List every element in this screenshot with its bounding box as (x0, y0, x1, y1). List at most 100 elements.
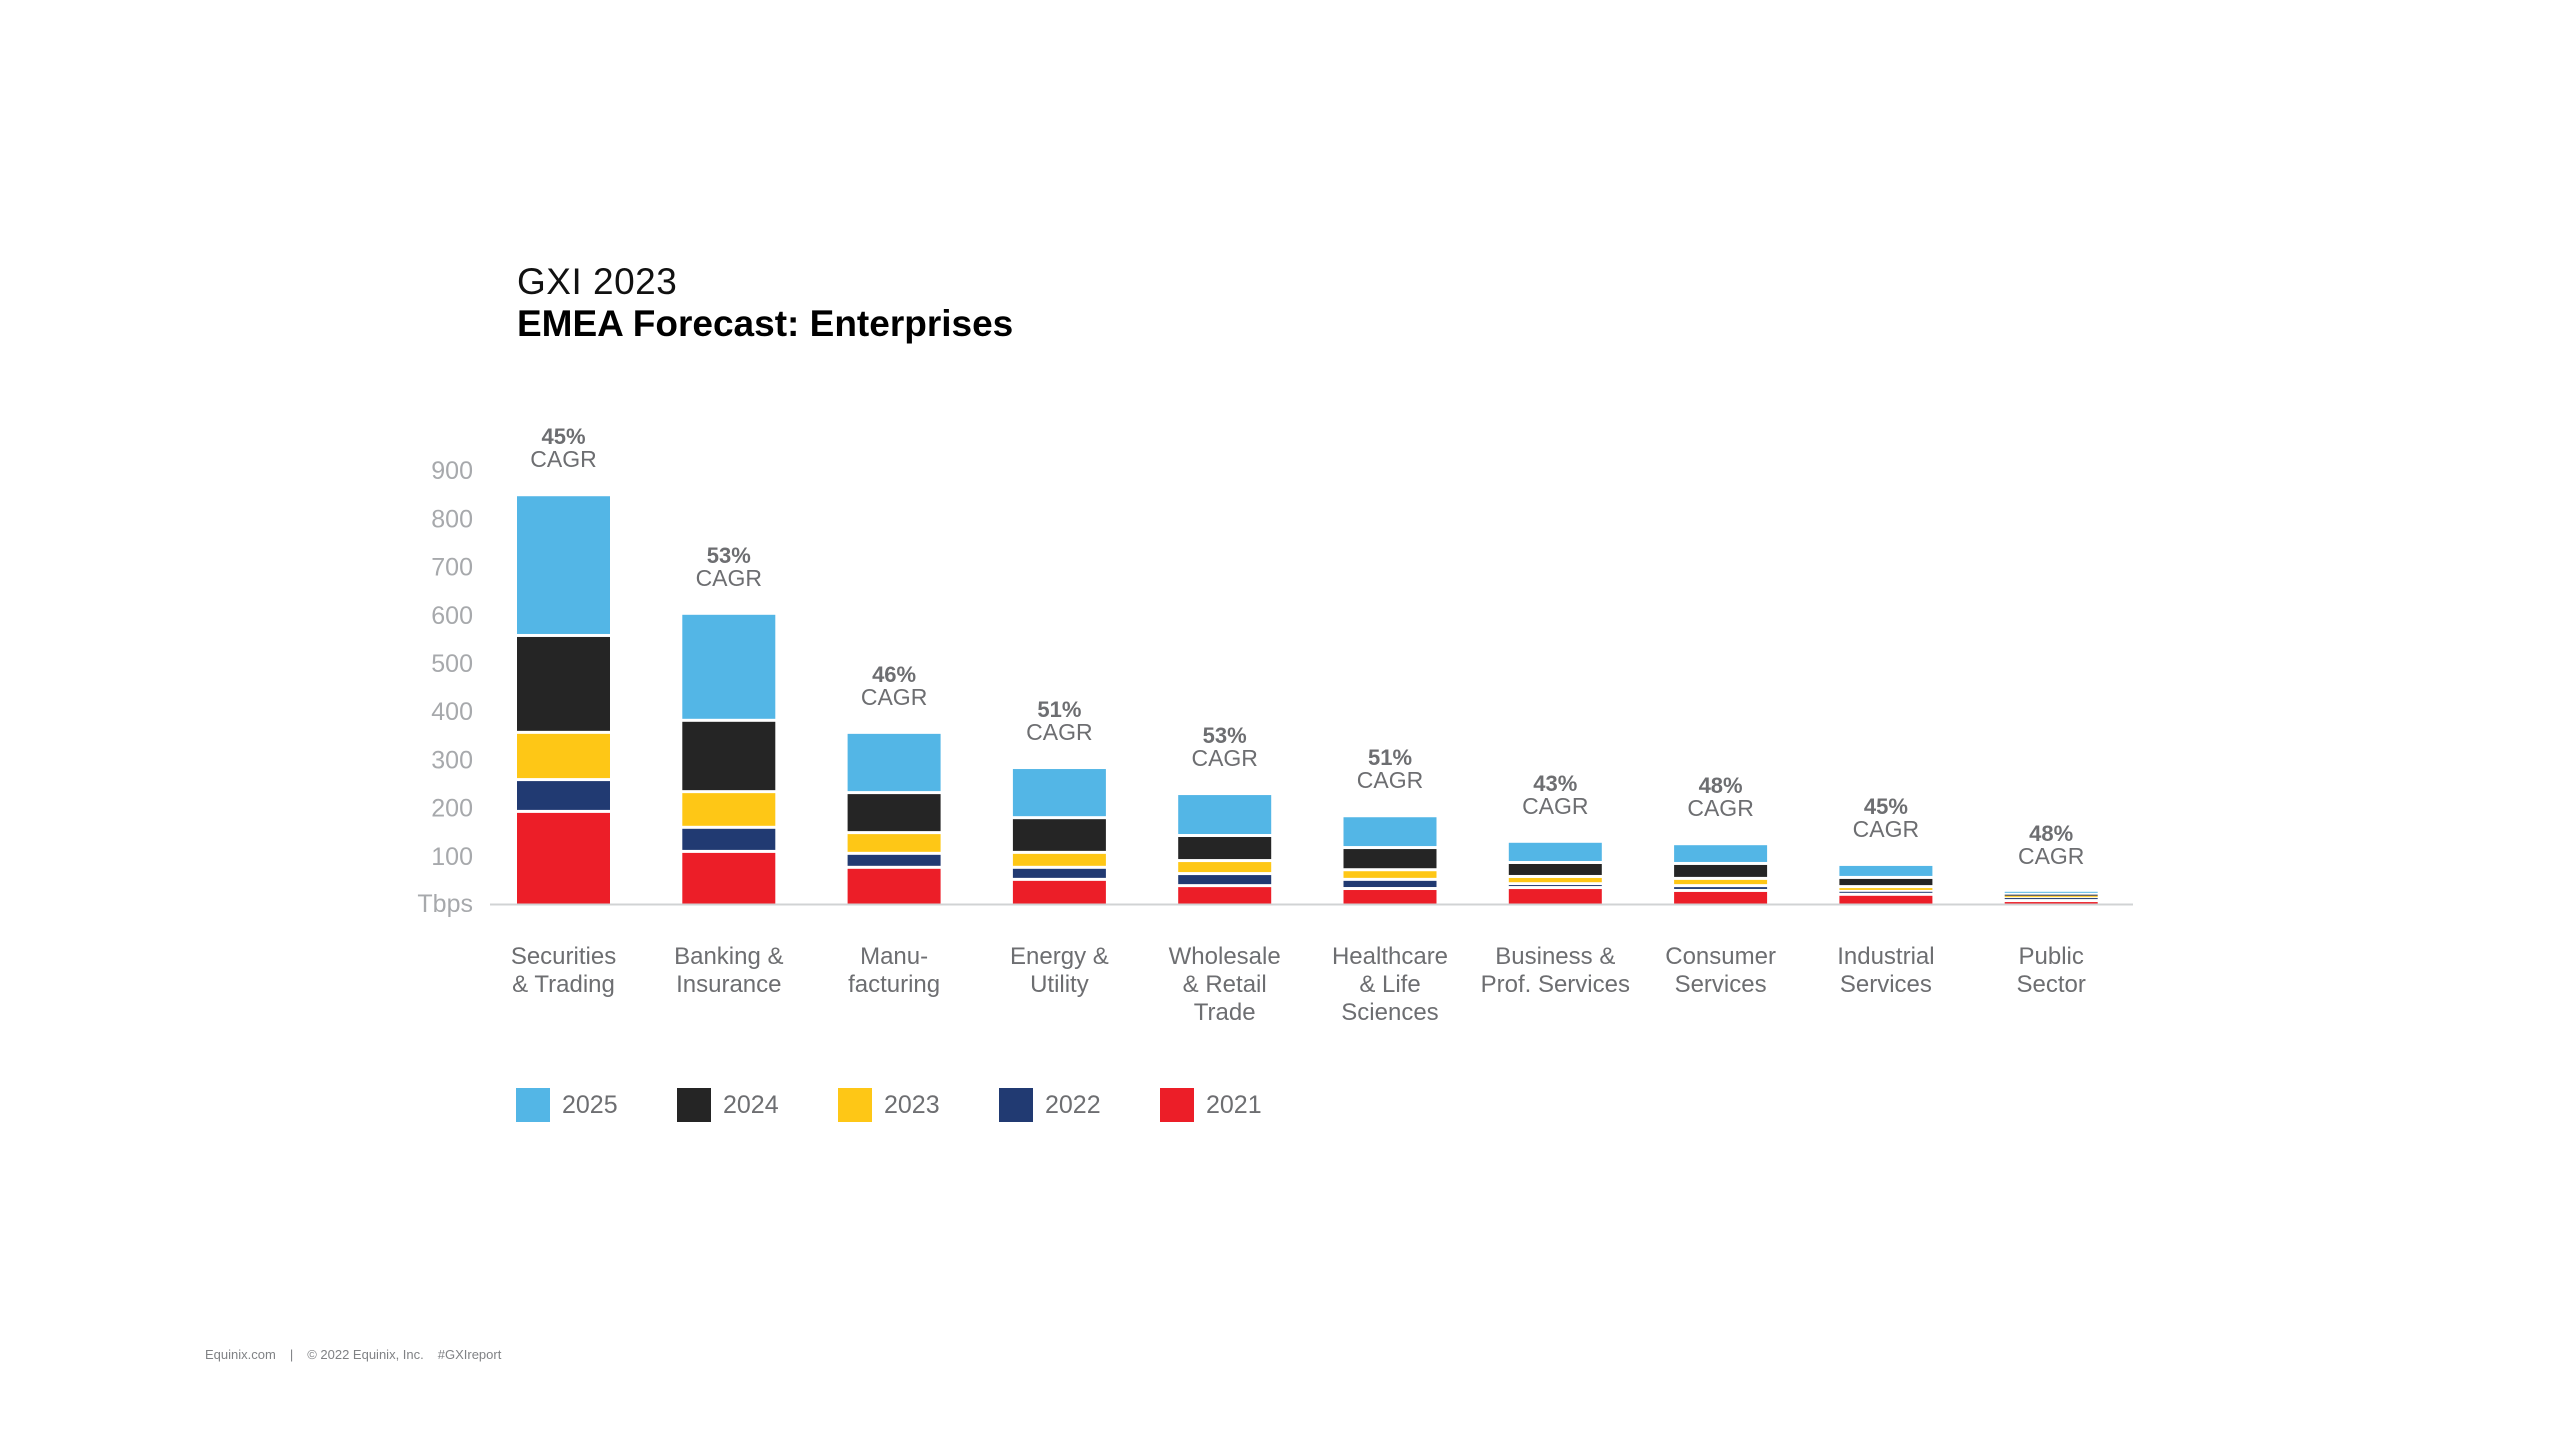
bar-segment-2025 (517, 496, 610, 634)
footer-hashtag: #GXIreport (437, 1347, 502, 1362)
x-category-label: Industrial Services (1837, 943, 1934, 998)
bar-segment-2025 (847, 733, 941, 792)
bar-segment-2021 (1012, 880, 1106, 904)
legend-swatch-2022 (999, 1088, 1033, 1122)
cagr-suffix-label: CAGR (530, 446, 596, 472)
footer: Equinix.com | © 2022 Equinix, Inc. #GXIrepo… (205, 1347, 515, 1362)
bar-segment-2022 (517, 781, 610, 810)
y-tick-label: 600 (431, 602, 473, 630)
x-category-label-line: Services (1675, 971, 1767, 998)
cagr-percent-label: 48% (2029, 821, 2073, 846)
x-category-label-line: Utility (1030, 971, 1089, 998)
footer-copyright: © 2022 Equinix, Inc. (307, 1347, 424, 1362)
bar-segment-2021 (1839, 895, 1933, 904)
bar-segment-2025 (682, 614, 776, 719)
y-tick-label: 300 (431, 746, 473, 774)
x-category-label-line: Healthcare (1332, 943, 1448, 970)
bar-segment-2023 (1674, 879, 1768, 885)
legend-label-2021: 2021 (1206, 1090, 1262, 1119)
bar-segment-2024 (1839, 878, 1933, 886)
bar-segment-2025 (1012, 769, 1106, 817)
bar-segment-2022 (682, 828, 776, 850)
x-category-label-line: Consumer (1665, 943, 1776, 970)
legend-item-2022: 2022 (999, 1088, 1160, 1122)
bar-segment-2023 (1839, 888, 1933, 890)
bar-stack (1178, 795, 1272, 904)
legend-label-2024: 2024 (723, 1090, 779, 1119)
bar-segment-2025 (1839, 865, 1933, 876)
bar-segment-2023 (1012, 853, 1106, 866)
x-category-label-line: & Retail (1183, 971, 1267, 998)
y-tick-label: 800 (431, 505, 473, 533)
cagr-percent-label: 46% (872, 662, 916, 687)
bar-segment-2023 (682, 793, 776, 826)
bar-segment-2023 (1178, 862, 1272, 873)
footer-site-link[interactable]: Equinix.com (205, 1347, 276, 1362)
x-category-label: Wholesale & Retail Trade (1169, 943, 1281, 1026)
legend-item-2025: 2025 (516, 1088, 677, 1122)
bar-segment-2022 (1674, 887, 1768, 889)
x-category-label-line: Insurance (676, 971, 781, 998)
bar-segment-2022 (1343, 880, 1437, 888)
x-category-label: Manu-facturing (848, 943, 940, 998)
x-category-label-line: Trade (1194, 999, 1256, 1026)
x-category-label: Energy & Utility (1010, 943, 1109, 998)
x-category-label-line: Prof. Services (1481, 971, 1630, 998)
bar-segment-2024 (1012, 819, 1106, 851)
bar-segment-2024 (1178, 837, 1272, 860)
bar-stack (847, 733, 941, 904)
bar-segment-2024 (2004, 894, 2098, 896)
x-category-label-line: Banking & (674, 943, 783, 970)
x-category-label: Public Sector (2017, 943, 2086, 998)
bar-segment-2024 (1343, 849, 1437, 869)
bar-segment-2024 (1674, 864, 1768, 877)
bar-segment-2024 (1508, 863, 1602, 875)
bar-stack (1343, 817, 1437, 904)
cagr-percent-label: 43% (1533, 771, 1577, 796)
legend-label-2023: 2023 (884, 1090, 940, 1119)
x-category-label-line: Public (2019, 943, 2084, 970)
bar-segment-2023 (1343, 871, 1437, 878)
legend-swatch-2023 (838, 1088, 872, 1122)
cagr-suffix-label: CAGR (1853, 816, 1919, 842)
x-category-label: Business & Prof. Services (1481, 943, 1630, 998)
bar-stack (1839, 865, 1933, 904)
x-category-label: Healthcare & Life Sciences (1332, 943, 1448, 1026)
y-tick-label: 700 (431, 554, 473, 582)
bar-stack (1508, 842, 1602, 904)
bars (517, 496, 2098, 904)
cagr-suffix-label: CAGR (696, 565, 762, 591)
y-tick-label: 200 (431, 795, 473, 823)
cagr-percent-label: 53% (707, 543, 751, 568)
chart-title: EMEA Forecast: Enterprises (517, 303, 1014, 344)
x-category-label-line: facturing (848, 971, 940, 998)
legend-swatch-2025 (516, 1088, 550, 1122)
bar-segment-2025 (1674, 845, 1768, 862)
cagr-suffix-label: CAGR (861, 684, 927, 710)
category-labels: Securities & Trading Banking & Insurance Man… (511, 943, 2086, 1026)
bar-segment-2021 (1508, 889, 1602, 904)
bar-stack (682, 614, 776, 904)
cagr-suffix-label: CAGR (1522, 793, 1588, 819)
y-tick-label: 900 (431, 457, 473, 485)
cagr-percent-label: 51% (1368, 745, 1412, 770)
x-category-label-line: Energy & (1010, 943, 1109, 970)
cagr-suffix-label: CAGR (1191, 745, 1257, 771)
bar-segment-2024 (847, 794, 941, 832)
cagr-suffix-label: CAGR (2018, 843, 2084, 869)
bar-segment-2025 (1343, 817, 1437, 847)
bar-segment-2021 (1343, 890, 1437, 904)
y-tick-label: 500 (431, 650, 473, 678)
y-axis-unit-label: Tbps (417, 890, 473, 918)
x-category-label-line: Services (1840, 971, 1932, 998)
x-category-label-line: & Trading (512, 971, 615, 998)
bar-stack (1674, 845, 1768, 904)
x-category-label: Securities & Trading (511, 943, 616, 998)
bar-segment-2025 (1178, 795, 1272, 835)
x-category-label-line: Wholesale (1169, 943, 1281, 970)
bar-stack (517, 496, 610, 904)
bar-segment-2022 (1508, 885, 1602, 887)
x-category-label-line: Securities (511, 943, 616, 970)
cagr-suffix-label: CAGR (1687, 795, 1753, 821)
